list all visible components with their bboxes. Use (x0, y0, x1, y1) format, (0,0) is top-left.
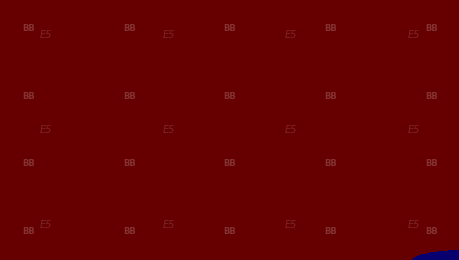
Text: BB: BB (123, 92, 135, 101)
Text: BB: BB (123, 159, 135, 168)
Text: BB: BB (424, 92, 437, 101)
Text: BB: BB (424, 227, 437, 236)
Text: E5: E5 (40, 30, 52, 40)
Text: E5: E5 (40, 125, 52, 135)
Text: E5: E5 (407, 125, 419, 135)
Text: BB: BB (324, 227, 336, 236)
Text: E5: E5 (285, 30, 297, 40)
Text: BB: BB (424, 24, 437, 33)
Text: BB: BB (22, 227, 35, 236)
Text: BB: BB (223, 159, 236, 168)
Text: BB: BB (123, 24, 135, 33)
Text: BB: BB (22, 24, 35, 33)
Text: BB: BB (22, 92, 35, 101)
Text: E5: E5 (162, 220, 174, 230)
Text: BB: BB (223, 227, 236, 236)
Text: BB: BB (424, 159, 437, 168)
Text: E5: E5 (407, 30, 419, 40)
Text: BB: BB (123, 227, 135, 236)
Text: BB: BB (22, 159, 35, 168)
Text: BB: BB (324, 92, 336, 101)
Text: E5: E5 (407, 220, 419, 230)
Text: BB: BB (324, 159, 336, 168)
Text: E5: E5 (285, 220, 297, 230)
Text: BB: BB (223, 24, 236, 33)
Text: E5: E5 (162, 30, 174, 40)
Text: E5: E5 (285, 125, 297, 135)
Text: E5: E5 (40, 220, 52, 230)
Text: BB: BB (324, 24, 336, 33)
Text: BB: BB (223, 92, 236, 101)
Text: E5: E5 (162, 125, 174, 135)
